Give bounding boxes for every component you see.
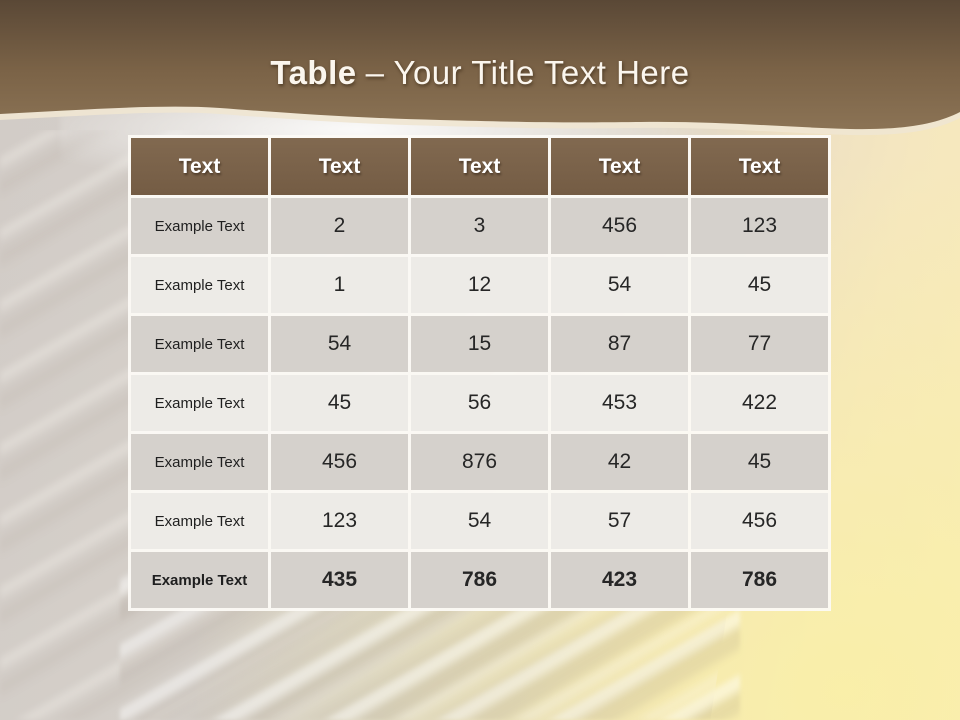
row-label-cell: Example Text [131,434,268,490]
value-cell: 456 [551,198,688,254]
slide-title: Table – Your Title Text Here [0,54,960,92]
value-cell: 56 [411,375,548,431]
value-cell: 123 [271,493,408,549]
wave-brown-shape [0,0,960,130]
row-label-cell: Example Text [131,493,268,549]
value-cell: 57 [551,493,688,549]
table-row: Example Text 45 56 453 422 [131,375,828,431]
value-cell: 87 [551,316,688,372]
table-row: Example Text 456 876 42 45 [131,434,828,490]
header-cell: Text [551,138,688,195]
value-cell: 45 [691,257,828,313]
value-cell: 456 [691,493,828,549]
value-cell: 54 [271,316,408,372]
value-cell: 15 [411,316,548,372]
table-header: Text Text Text Text Text [131,138,828,195]
value-cell: 423 [551,552,688,608]
row-label-cell: Example Text [131,198,268,254]
value-cell: 123 [691,198,828,254]
header-row: Text Text Text Text Text [131,138,828,195]
value-cell: 45 [271,375,408,431]
value-cell: 876 [411,434,548,490]
value-cell: 54 [411,493,548,549]
table-body: Example Text 2 3 456 123 Example Text 1 … [131,198,828,608]
value-cell: 422 [691,375,828,431]
table-row: Example Text 2 3 456 123 [131,198,828,254]
data-table: Text Text Text Text Text Example Text 2 … [128,135,831,611]
table-row: Example Text 54 15 87 77 [131,316,828,372]
value-cell: 786 [411,552,548,608]
title-text: Your Title Text Here [393,54,690,91]
value-cell: 453 [551,375,688,431]
value-cell: 12 [411,257,548,313]
value-cell: 45 [691,434,828,490]
table-row: Example Text 123 54 57 456 [131,493,828,549]
value-cell: 2 [271,198,408,254]
value-cell: 54 [551,257,688,313]
title-dash: – [365,54,385,91]
header-cell: Text [131,138,268,195]
value-cell: 456 [271,434,408,490]
title-wave-band [0,0,960,136]
value-cell: 3 [411,198,548,254]
row-label-cell: Example Text [131,257,268,313]
title-keyword: Table [270,54,357,91]
header-cell: Text [411,138,548,195]
row-label-cell: Example Text [131,552,268,608]
value-cell: 42 [551,434,688,490]
table-row: Example Text 1 12 54 45 [131,257,828,313]
value-cell: 77 [691,316,828,372]
value-cell: 435 [271,552,408,608]
value-cell: 786 [691,552,828,608]
table-total-row: Example Text 435 786 423 786 [131,552,828,608]
header-cell: Text [691,138,828,195]
row-label-cell: Example Text [131,316,268,372]
row-label-cell: Example Text [131,375,268,431]
header-cell: Text [271,138,408,195]
value-cell: 1 [271,257,408,313]
